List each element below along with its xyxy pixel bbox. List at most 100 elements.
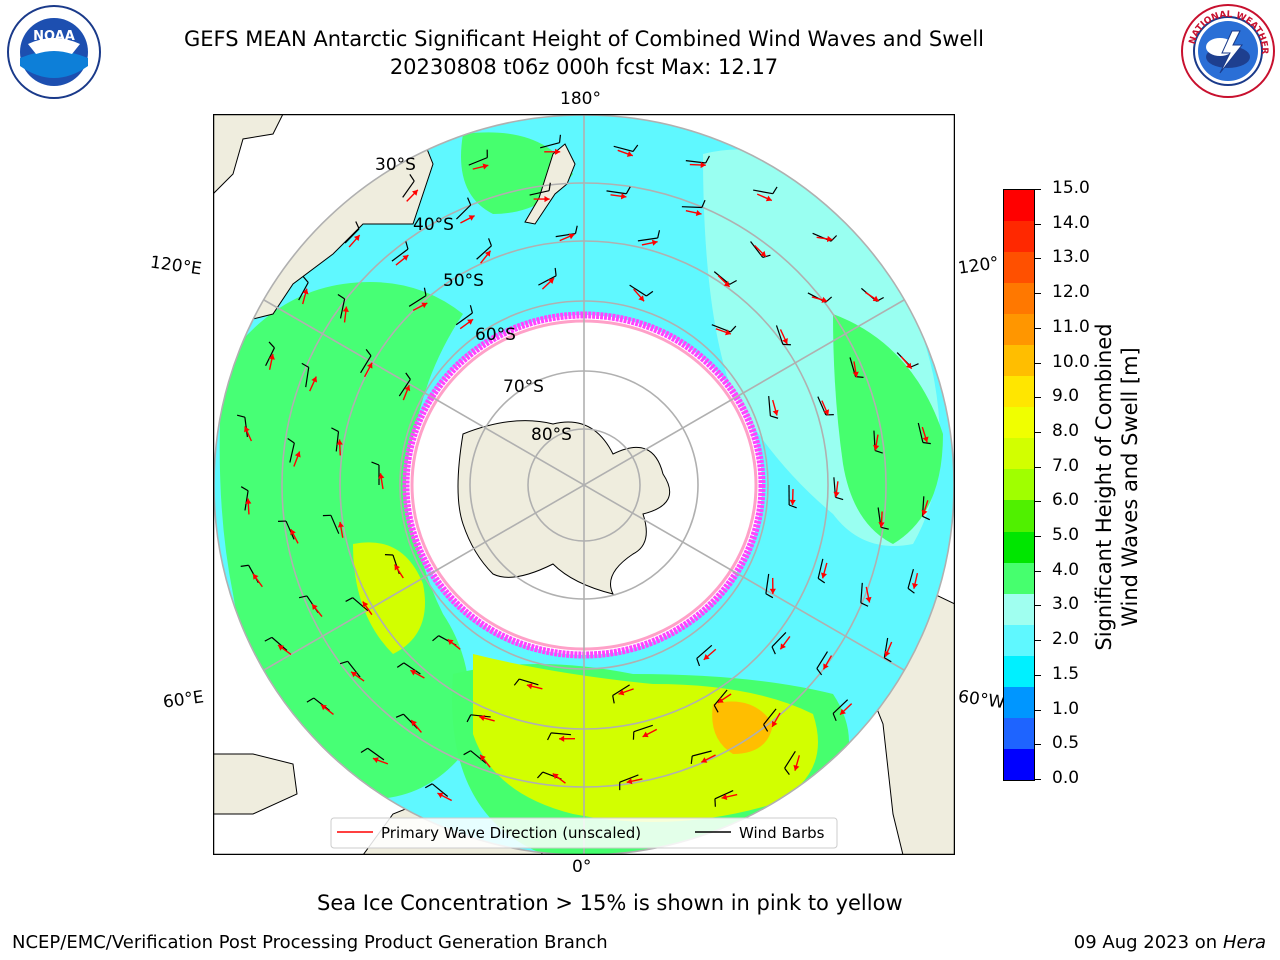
- wind-barb: [714, 789, 734, 807]
- wind-barb: [331, 427, 340, 452]
- wave-arrow: [541, 277, 555, 290]
- wind-barb: [322, 514, 340, 534]
- colorbar-tick-label: 12.0: [1052, 282, 1090, 303]
- land-australia-east: [213, 753, 298, 815]
- colorbar-band: [1004, 717, 1034, 749]
- wind-barb: [287, 438, 295, 463]
- colorbar-tick-label: 1.5: [1052, 663, 1080, 684]
- wave-arrow: [821, 400, 830, 416]
- wave-arrow: [544, 148, 561, 155]
- lat-label-70s: 70°S: [503, 377, 544, 397]
- wave-band-orange-core: [712, 701, 773, 754]
- wind-barb: [339, 660, 361, 678]
- wave-arrow: [779, 636, 791, 650]
- wave-arrow: [618, 688, 634, 696]
- colorbar-tick-label: 15.0: [1052, 178, 1090, 198]
- wave-arrow: [337, 521, 344, 538]
- wind-barb: [629, 284, 654, 297]
- wind-barb: [301, 362, 310, 388]
- wave-arrow: [372, 757, 389, 765]
- wave-arrow: [911, 572, 919, 589]
- wave-arrow: [437, 792, 453, 802]
- colorbar-band: [1004, 438, 1034, 470]
- wave-arrow: [559, 233, 575, 242]
- wave-arrow: [410, 669, 425, 679]
- wind-barb: [817, 558, 826, 584]
- lon-label-120e: 120°E: [148, 252, 203, 280]
- wind-barb: [402, 174, 415, 198]
- wind-barb: [788, 484, 797, 509]
- wave-arrow: [363, 362, 373, 378]
- colorbar-band: [1004, 314, 1034, 346]
- wind-barb: [768, 396, 779, 419]
- colorbar-tick-mark: [1034, 223, 1041, 225]
- wind-barb: [529, 182, 551, 196]
- wind-barb: [278, 520, 295, 540]
- colorbar-tick-mark: [1034, 570, 1041, 572]
- map-frame: [213, 114, 955, 855]
- wind-barb: [538, 267, 557, 286]
- wave-arrow: [526, 683, 543, 690]
- wind-barb: [832, 699, 849, 722]
- colorbar-tick-label: 13.0: [1052, 247, 1090, 268]
- map-title: GEFS MEAN Antarctic Significant Height o…: [183, 27, 985, 51]
- wave-arrow: [833, 481, 840, 498]
- wind-barb: [456, 197, 472, 220]
- wave-band-yellow-south: [473, 654, 818, 822]
- colorbar-band: [1004, 655, 1034, 687]
- footer-date: 09 Aug 2023 on: [1073, 932, 1218, 953]
- wave-arrow: [350, 671, 365, 682]
- colorbar-tick-mark: [1034, 536, 1041, 538]
- colorbar-tick-mark: [1034, 501, 1041, 503]
- wind-barb: [917, 422, 931, 445]
- wave-arrow: [533, 195, 550, 203]
- wave-arrow: [245, 498, 252, 515]
- colorbar-tick-mark: [1034, 293, 1041, 295]
- lat-label-80s: 80°S: [531, 425, 572, 445]
- wave-arrow: [479, 754, 491, 768]
- colorbar-band: [1004, 686, 1034, 718]
- wind-barb: [883, 637, 892, 663]
- wave-arrow: [342, 306, 349, 323]
- wind-barb: [424, 783, 449, 797]
- wave-arrow: [779, 329, 788, 345]
- wave-arrow: [756, 193, 773, 202]
- wind-barb: [637, 230, 661, 242]
- wave-arrow: [771, 712, 781, 728]
- sea-ice-note: Sea Ice Concentration > 15% is shown in …: [317, 891, 903, 915]
- wave-arrow: [378, 473, 385, 490]
- colorbar-tick-mark: [1034, 258, 1041, 260]
- lat-label-30s: 30°S: [375, 155, 416, 175]
- wave-arrow: [811, 296, 828, 303]
- wave-arrow: [311, 603, 323, 618]
- colorbar-tick-label: 14.0: [1052, 212, 1090, 233]
- wave-arrow: [839, 703, 853, 716]
- wind-barb: [632, 724, 653, 740]
- colorbar-band: [1004, 748, 1034, 780]
- wind-barb: [860, 582, 869, 607]
- colorbar-tick-mark: [1034, 397, 1041, 399]
- colorbar-tick-mark: [1034, 744, 1041, 746]
- wind-barb: [391, 241, 409, 262]
- noaa-logo-text: NOAA: [33, 29, 75, 44]
- wind-barb: [750, 241, 771, 258]
- wind-barb: [337, 293, 346, 319]
- colorbar-band: [1004, 531, 1034, 563]
- colorbar-band: [1004, 190, 1034, 222]
- wind-barb: [713, 689, 728, 713]
- wave-arrow: [900, 356, 913, 370]
- wave-arrow: [641, 239, 658, 246]
- map-subtitle: 20230808 t06z 000h fcst Max: 12.17: [389, 55, 779, 79]
- wind-barb: [468, 149, 488, 166]
- colorbar-tick-label: 10.0: [1052, 351, 1090, 372]
- colorbar-band: [1004, 624, 1034, 656]
- wind-barb: [685, 155, 710, 164]
- wind-barb: [408, 287, 427, 307]
- colorbar-tick-mark: [1034, 605, 1041, 607]
- wave-arrow: [293, 451, 301, 467]
- wave-arrow: [642, 728, 658, 738]
- map-legend: Primary Wave Direction (unscaled) Wind B…: [330, 817, 838, 849]
- wave-arrow: [865, 586, 872, 603]
- colorbar-tick-label: 11.0: [1052, 316, 1090, 337]
- wind-barb: [907, 568, 915, 594]
